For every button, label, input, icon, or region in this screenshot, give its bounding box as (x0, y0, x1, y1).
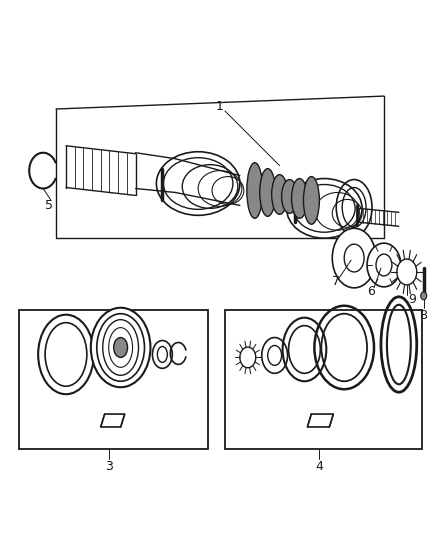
Text: 7: 7 (332, 276, 340, 288)
Ellipse shape (397, 259, 417, 285)
Bar (225, 310, 422, 449)
Text: 9: 9 (408, 293, 416, 306)
Ellipse shape (292, 179, 307, 219)
Ellipse shape (260, 168, 276, 216)
Polygon shape (101, 414, 124, 427)
Ellipse shape (156, 152, 240, 215)
Ellipse shape (286, 179, 362, 238)
Text: 8: 8 (419, 309, 427, 322)
Ellipse shape (91, 308, 150, 387)
Text: 1: 1 (216, 100, 224, 112)
Text: 3: 3 (105, 460, 113, 473)
Text: 6: 6 (367, 285, 375, 298)
Bar (19, 310, 208, 449)
Ellipse shape (367, 243, 401, 287)
Ellipse shape (114, 337, 127, 358)
Ellipse shape (282, 180, 297, 213)
Ellipse shape (421, 292, 427, 300)
Text: 5: 5 (45, 199, 53, 212)
Ellipse shape (272, 175, 288, 214)
Ellipse shape (247, 163, 263, 219)
Ellipse shape (332, 228, 376, 288)
Ellipse shape (240, 347, 256, 368)
Text: 4: 4 (315, 460, 323, 473)
Ellipse shape (304, 176, 319, 224)
Polygon shape (307, 414, 333, 427)
